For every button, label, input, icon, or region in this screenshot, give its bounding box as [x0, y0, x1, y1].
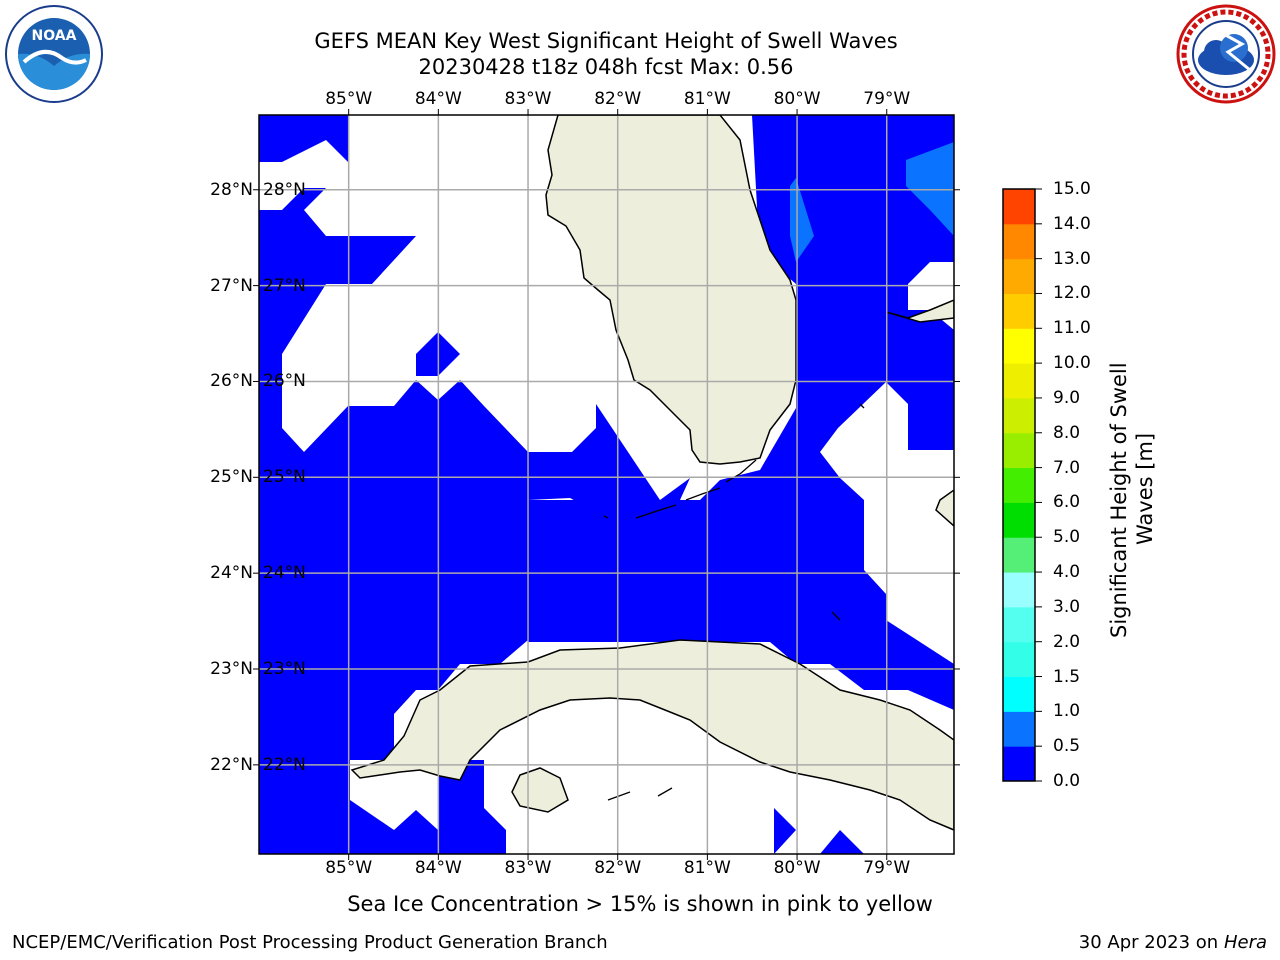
colorbar-tick-label: 15.0: [1053, 179, 1091, 199]
colorbar-cell: [1003, 641, 1035, 678]
colorbar-tick-label: 6.0: [1053, 492, 1081, 513]
sea-ice-note: Sea Ice Concentration > 15% is shown in …: [347, 892, 933, 916]
andros-island: [935, 489, 954, 528]
lat-label-left: 27°N: [210, 275, 253, 296]
map-grid: [259, 115, 954, 854]
noaa-logo: NOAA: [5, 5, 103, 103]
swell-field-0.5-1.0m: [790, 142, 954, 262]
colorbar-cell: [1003, 746, 1035, 782]
cuba: [350, 639, 954, 831]
isla-de-la-juventud: [511, 767, 569, 813]
colorbar-cell: [1003, 502, 1035, 538]
colorbar-cell: [1003, 467, 1035, 503]
colorbar-cell: [1003, 258, 1035, 294]
lon-label-bottom: 79°W: [863, 858, 911, 878]
florida-peninsula: [545, 115, 797, 465]
chart-subtitle: 20230428 t18z 048h fcst Max: 0.56: [418, 55, 794, 79]
footer-date-prefix: 30 Apr 2023 on: [1078, 932, 1224, 953]
lat-label-left: 28°N: [210, 179, 253, 200]
noaa-logo-text: NOAA: [32, 28, 77, 44]
colorbar-tick-label: 8.0: [1053, 422, 1081, 443]
lon-label-top: 83°W: [504, 89, 552, 109]
lat-label-right: 23°N: [263, 659, 306, 679]
lat-label-right: 22°N: [263, 754, 306, 775]
lon-label-bottom: 82°W: [594, 858, 642, 878]
colorbar: [1002, 188, 1042, 782]
lon-label-top: 81°W: [683, 89, 731, 109]
lon-label-top: 82°W: [594, 89, 642, 109]
footer-credit: NCEP/EMC/Verification Post Processing Pr…: [12, 932, 608, 953]
land-masses: [350, 115, 954, 831]
colorbar-tick-label: 9.0: [1053, 387, 1081, 408]
lat-label-right: 27°N: [263, 275, 306, 296]
colorbar-cell: [1003, 189, 1035, 225]
colorbar-tick-label: 4.0: [1053, 562, 1081, 583]
lon-label-top: 80°W: [773, 89, 821, 109]
chart-title: GEFS MEAN Key West Significant Height of…: [314, 29, 898, 53]
colorbar-cell: [1003, 363, 1035, 399]
nws-logo: [1176, 4, 1276, 104]
colorbar-cell: [1003, 676, 1035, 712]
lat-label-left: 26°N: [210, 371, 253, 392]
lon-label-top: 84°W: [414, 89, 462, 109]
colorbar-tick-label: 0.0: [1053, 771, 1081, 791]
colorbar-tick-label: 5.0: [1053, 527, 1081, 548]
colorbar-cell: [1003, 711, 1035, 747]
colorbar-cell: [1003, 328, 1035, 364]
colorbar-cell: [1003, 537, 1035, 573]
colorbar-cell: [1003, 397, 1035, 434]
lon-label-top: 79°W: [863, 89, 911, 109]
lon-label-bottom: 80°W: [773, 858, 821, 878]
colorbar-tick-label: 11.0: [1053, 318, 1091, 339]
colorbar-label-line2: Waves [m]: [1133, 433, 1157, 545]
lon-label-bottom: 83°W: [504, 858, 552, 878]
colorbar-title: Significant Height of Swell Waves [m]: [1107, 362, 1157, 638]
swell-field-0-0.5m: [259, 115, 954, 854]
colorbar-tick-label: 12.0: [1053, 283, 1091, 304]
colorbar-cell: [1003, 223, 1035, 260]
lat-label-left: 23°N: [210, 659, 253, 679]
colorbar-cell: [1003, 432, 1035, 469]
colorbar-tick-label: 3.0: [1053, 596, 1081, 617]
footer-date: 30 Apr 2023 on Hera: [1079, 932, 1267, 954]
colorbar-label-line1: Significant Height of Swell: [1107, 362, 1131, 638]
colorbar-cell: [1003, 606, 1035, 643]
colorbar-tick-label: 1.5: [1053, 666, 1081, 687]
lon-label-top: 85°W: [325, 89, 373, 109]
lon-label-bottom: 81°W: [683, 858, 731, 878]
lat-label-left: 22°N: [210, 754, 253, 775]
lat-label-right: 25°N: [263, 467, 306, 488]
lat-label-left: 25°N: [210, 467, 253, 488]
colorbar-cell: [1003, 293, 1035, 329]
colorbar-tick-label: 7.0: [1053, 457, 1081, 478]
keys-and-islands: [603, 403, 865, 801]
lat-label-right: 28°N: [263, 179, 306, 200]
colorbar-tick-label: 1.0: [1053, 701, 1081, 722]
colorbar-tick-label: 13.0: [1053, 248, 1091, 269]
lon-label-bottom: 84°W: [414, 858, 462, 878]
colorbar-tick-label: 0.5: [1053, 736, 1081, 757]
colorbar-tick-label: 10.0: [1053, 353, 1091, 374]
grand-bahama: [885, 299, 954, 323]
footer-host: Hera: [1223, 932, 1267, 953]
colorbar-tick-label: 14.0: [1053, 213, 1091, 234]
lat-label-right: 24°N: [263, 563, 306, 584]
lat-label-left: 24°N: [210, 563, 253, 584]
colorbar-cell: [1003, 572, 1035, 608]
map-frame: [258, 114, 955, 855]
colorbar-tick-label: 2.0: [1053, 631, 1081, 652]
lon-label-bottom: 85°W: [325, 858, 373, 878]
lat-label-right: 26°N: [263, 371, 306, 392]
